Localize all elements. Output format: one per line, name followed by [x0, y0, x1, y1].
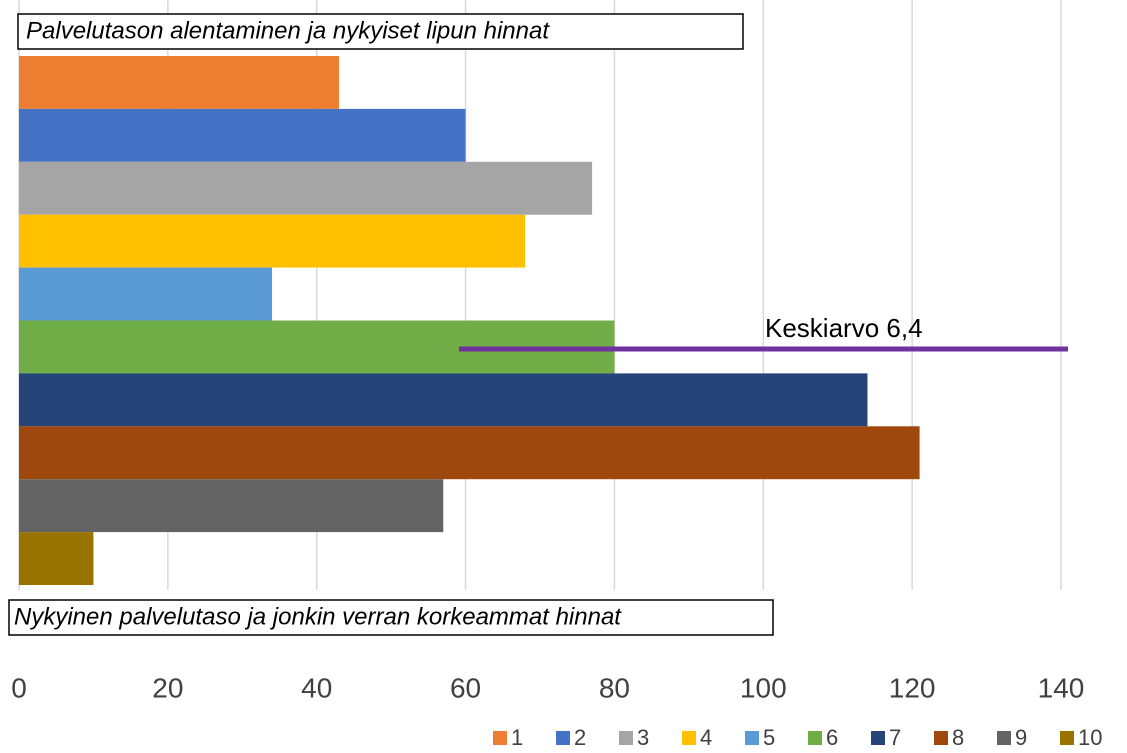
- legend-label: 3: [637, 725, 649, 748]
- legend-label: 9: [1015, 725, 1027, 748]
- legend-swatch: [556, 731, 570, 745]
- x-tick-label: 140: [1038, 672, 1085, 703]
- x-tick-label: 0: [11, 672, 27, 703]
- legend-label: 10: [1078, 725, 1102, 748]
- legend-swatch: [1060, 731, 1074, 745]
- legend-swatch: [619, 731, 633, 745]
- bars: [19, 56, 920, 585]
- legend-label: 5: [763, 725, 775, 748]
- bottom-note-box: [8, 599, 774, 636]
- x-tick-label: 120: [889, 672, 936, 703]
- bar: [19, 373, 868, 427]
- legend-label: 8: [952, 725, 964, 748]
- legend-label: 2: [574, 725, 586, 748]
- legend-swatch: [934, 731, 948, 745]
- average-label: Keskiarvo 6,4: [765, 313, 923, 343]
- top-note-box: [17, 13, 744, 50]
- legend-swatch: [808, 731, 822, 745]
- x-tick-label: 80: [599, 672, 630, 703]
- bar: [19, 426, 920, 480]
- x-tick-label: 60: [450, 672, 481, 703]
- legend-label: 4: [700, 725, 712, 748]
- x-tick-label: 100: [740, 672, 787, 703]
- legend-label: 1: [511, 725, 523, 748]
- legend-swatch: [871, 731, 885, 745]
- x-tick-label: 20: [152, 672, 183, 703]
- bar: [19, 108, 466, 162]
- bar: [19, 214, 526, 268]
- legend-label: 6: [826, 725, 838, 748]
- bar: [19, 532, 94, 585]
- top-note: Palvelutason alentaminen ja nykyiset lip…: [26, 17, 550, 44]
- bar: [19, 56, 340, 109]
- legend-swatch: [745, 731, 759, 745]
- bar: [19, 161, 593, 215]
- legend-label: 7: [889, 725, 901, 748]
- bottom-note: Nykyinen palvelutaso ja jonkin verran ko…: [14, 603, 622, 630]
- bar: [19, 479, 444, 533]
- x-tick-label: 40: [301, 672, 332, 703]
- bar: [19, 267, 273, 321]
- legend-swatch: [493, 731, 507, 745]
- legend-swatch: [682, 731, 696, 745]
- legend-swatch: [997, 731, 1011, 745]
